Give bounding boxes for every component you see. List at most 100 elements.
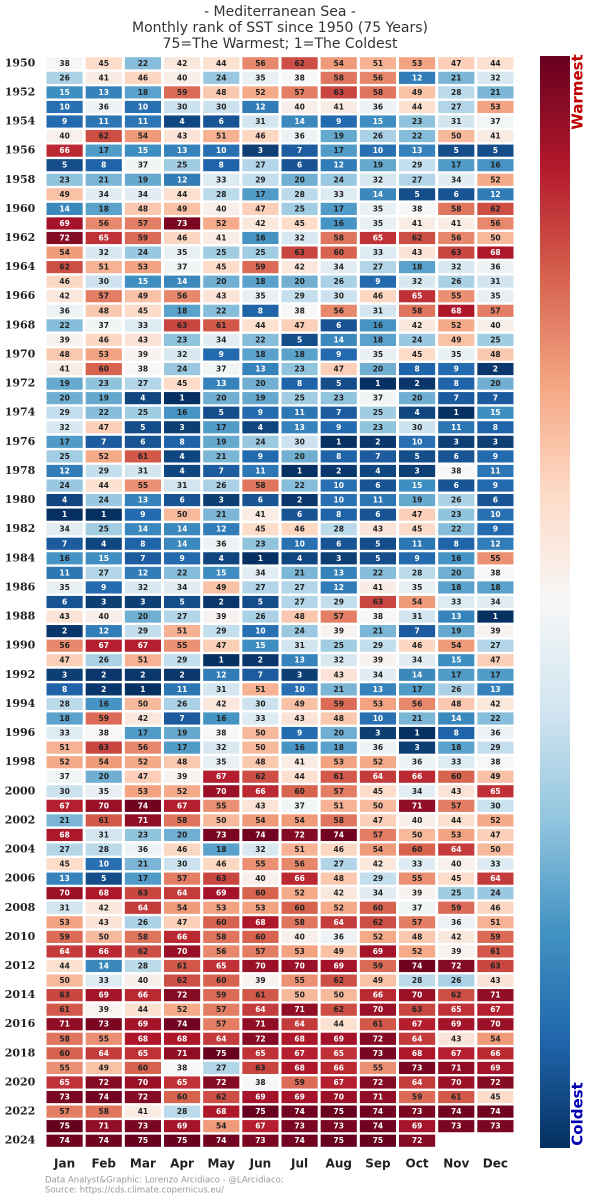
heatmap-cell bbox=[203, 858, 240, 871]
cell-label: 32 bbox=[451, 263, 461, 272]
cell-label: 36 bbox=[294, 132, 304, 141]
heatmap-cell bbox=[281, 697, 318, 710]
cell-label: 73 bbox=[490, 1122, 500, 1131]
heatmap-cell bbox=[85, 974, 122, 987]
cell-label: 20 bbox=[177, 830, 187, 839]
heatmap-cell bbox=[164, 275, 201, 288]
heatmap-cell bbox=[85, 799, 122, 812]
cell-label: 60 bbox=[138, 1063, 148, 1072]
heatmap-cell bbox=[203, 1076, 240, 1089]
heatmap-cell bbox=[399, 450, 436, 463]
heatmap-cell bbox=[477, 377, 514, 390]
heatmap-cell bbox=[320, 610, 357, 623]
chart-title: 75=The Warmest; 1=The Coldest bbox=[163, 36, 398, 52]
cell-label: 30 bbox=[412, 423, 422, 432]
heatmap-cell bbox=[477, 333, 514, 346]
cell-label: 66 bbox=[490, 1049, 500, 1058]
heatmap-cell bbox=[281, 130, 318, 143]
cell-label: 72 bbox=[177, 991, 187, 1000]
heatmap-cell bbox=[85, 1134, 122, 1147]
cell-label: 52 bbox=[255, 88, 265, 97]
x-tick-label: Jul bbox=[290, 1157, 308, 1171]
heatmap-cell bbox=[46, 581, 83, 594]
cell-label: 60 bbox=[59, 1049, 69, 1058]
cell-label: 17 bbox=[451, 161, 461, 170]
heatmap-cell bbox=[438, 304, 475, 317]
cell-label: 53 bbox=[334, 758, 344, 767]
heatmap-cell bbox=[477, 726, 514, 740]
heatmap-cell bbox=[46, 1047, 83, 1060]
heatmap-cell bbox=[281, 421, 318, 434]
cell-label: 20 bbox=[59, 394, 69, 403]
cell-label: 20 bbox=[490, 379, 500, 388]
cell-label: 63 bbox=[138, 889, 148, 898]
cell-label: 63 bbox=[334, 88, 344, 97]
cell-label: 39 bbox=[138, 350, 148, 359]
cell-label: 58 bbox=[334, 234, 344, 243]
cell-label: 36 bbox=[99, 102, 109, 111]
cell-label: 49 bbox=[451, 335, 461, 344]
heatmap-cell bbox=[320, 450, 357, 463]
heatmap-cell bbox=[46, 843, 83, 856]
heatmap-cell bbox=[281, 537, 318, 550]
cell-label: 54 bbox=[373, 845, 383, 854]
heatmap-cell bbox=[399, 71, 436, 84]
cell-label: 60 bbox=[255, 932, 265, 941]
cell-label: 32 bbox=[216, 743, 226, 752]
cell-label: 34 bbox=[216, 335, 226, 344]
heatmap-cell bbox=[359, 741, 396, 754]
cell-label: 58 bbox=[412, 306, 422, 315]
cell-label: 6 bbox=[454, 481, 459, 490]
heatmap-cell bbox=[477, 639, 514, 652]
heatmap-cell bbox=[124, 595, 161, 609]
cell-label: 59 bbox=[334, 699, 344, 708]
cell-label: 47 bbox=[373, 816, 383, 825]
heatmap-cell bbox=[164, 188, 201, 201]
heatmap-cell bbox=[242, 86, 279, 99]
heatmap-cell bbox=[164, 712, 201, 725]
heatmap-cell bbox=[281, 464, 318, 478]
heatmap-cell bbox=[46, 450, 83, 463]
cell-label: 8 bbox=[62, 685, 67, 694]
cell-label: 44 bbox=[216, 59, 226, 68]
cell-label: 45 bbox=[138, 306, 148, 315]
heatmap-cell bbox=[85, 756, 122, 769]
heatmap-cell bbox=[85, 290, 122, 303]
cell-label: 63 bbox=[373, 598, 383, 607]
cell-label: 59 bbox=[373, 962, 383, 971]
heatmap-cell bbox=[320, 523, 357, 536]
cell-label: 70 bbox=[412, 991, 422, 1000]
cell-label: 20 bbox=[451, 568, 461, 577]
heatmap-cell bbox=[46, 741, 83, 754]
cell-label: 56 bbox=[177, 292, 187, 301]
heatmap-cell bbox=[85, 625, 122, 638]
cell-label: 75 bbox=[216, 1049, 226, 1058]
heatmap-cell bbox=[320, 406, 357, 419]
heatmap-cell bbox=[203, 668, 240, 681]
cell-label: 55 bbox=[99, 1034, 109, 1043]
cell-label: 70 bbox=[490, 1020, 500, 1029]
cell-label: 63 bbox=[412, 1005, 422, 1014]
heatmap-cell bbox=[438, 1076, 475, 1089]
cell-label: 63 bbox=[59, 991, 69, 1000]
cell-label: 42 bbox=[373, 860, 383, 869]
heatmap-cell bbox=[281, 552, 318, 565]
cell-label: 25 bbox=[294, 394, 304, 403]
heatmap-cell bbox=[281, 814, 318, 827]
heatmap-cell bbox=[438, 828, 475, 842]
heatmap-cell bbox=[359, 1105, 396, 1118]
cell-label: 38 bbox=[99, 729, 109, 738]
cell-label: 67 bbox=[255, 1122, 265, 1131]
heatmap-cell bbox=[85, 144, 122, 157]
cell-label: 45 bbox=[177, 379, 187, 388]
heatmap-cell bbox=[85, 1120, 122, 1133]
heatmap-cell bbox=[203, 814, 240, 827]
cell-label: 70 bbox=[334, 1093, 344, 1102]
cell-label: 36 bbox=[490, 729, 500, 738]
cell-label: 22 bbox=[255, 335, 265, 344]
y-tick-label: 2024 bbox=[5, 1134, 36, 1147]
heatmap-cell bbox=[359, 945, 396, 958]
cell-label: 60 bbox=[216, 918, 226, 927]
cell-label: 67 bbox=[59, 801, 69, 810]
heatmap-cell bbox=[281, 872, 318, 885]
